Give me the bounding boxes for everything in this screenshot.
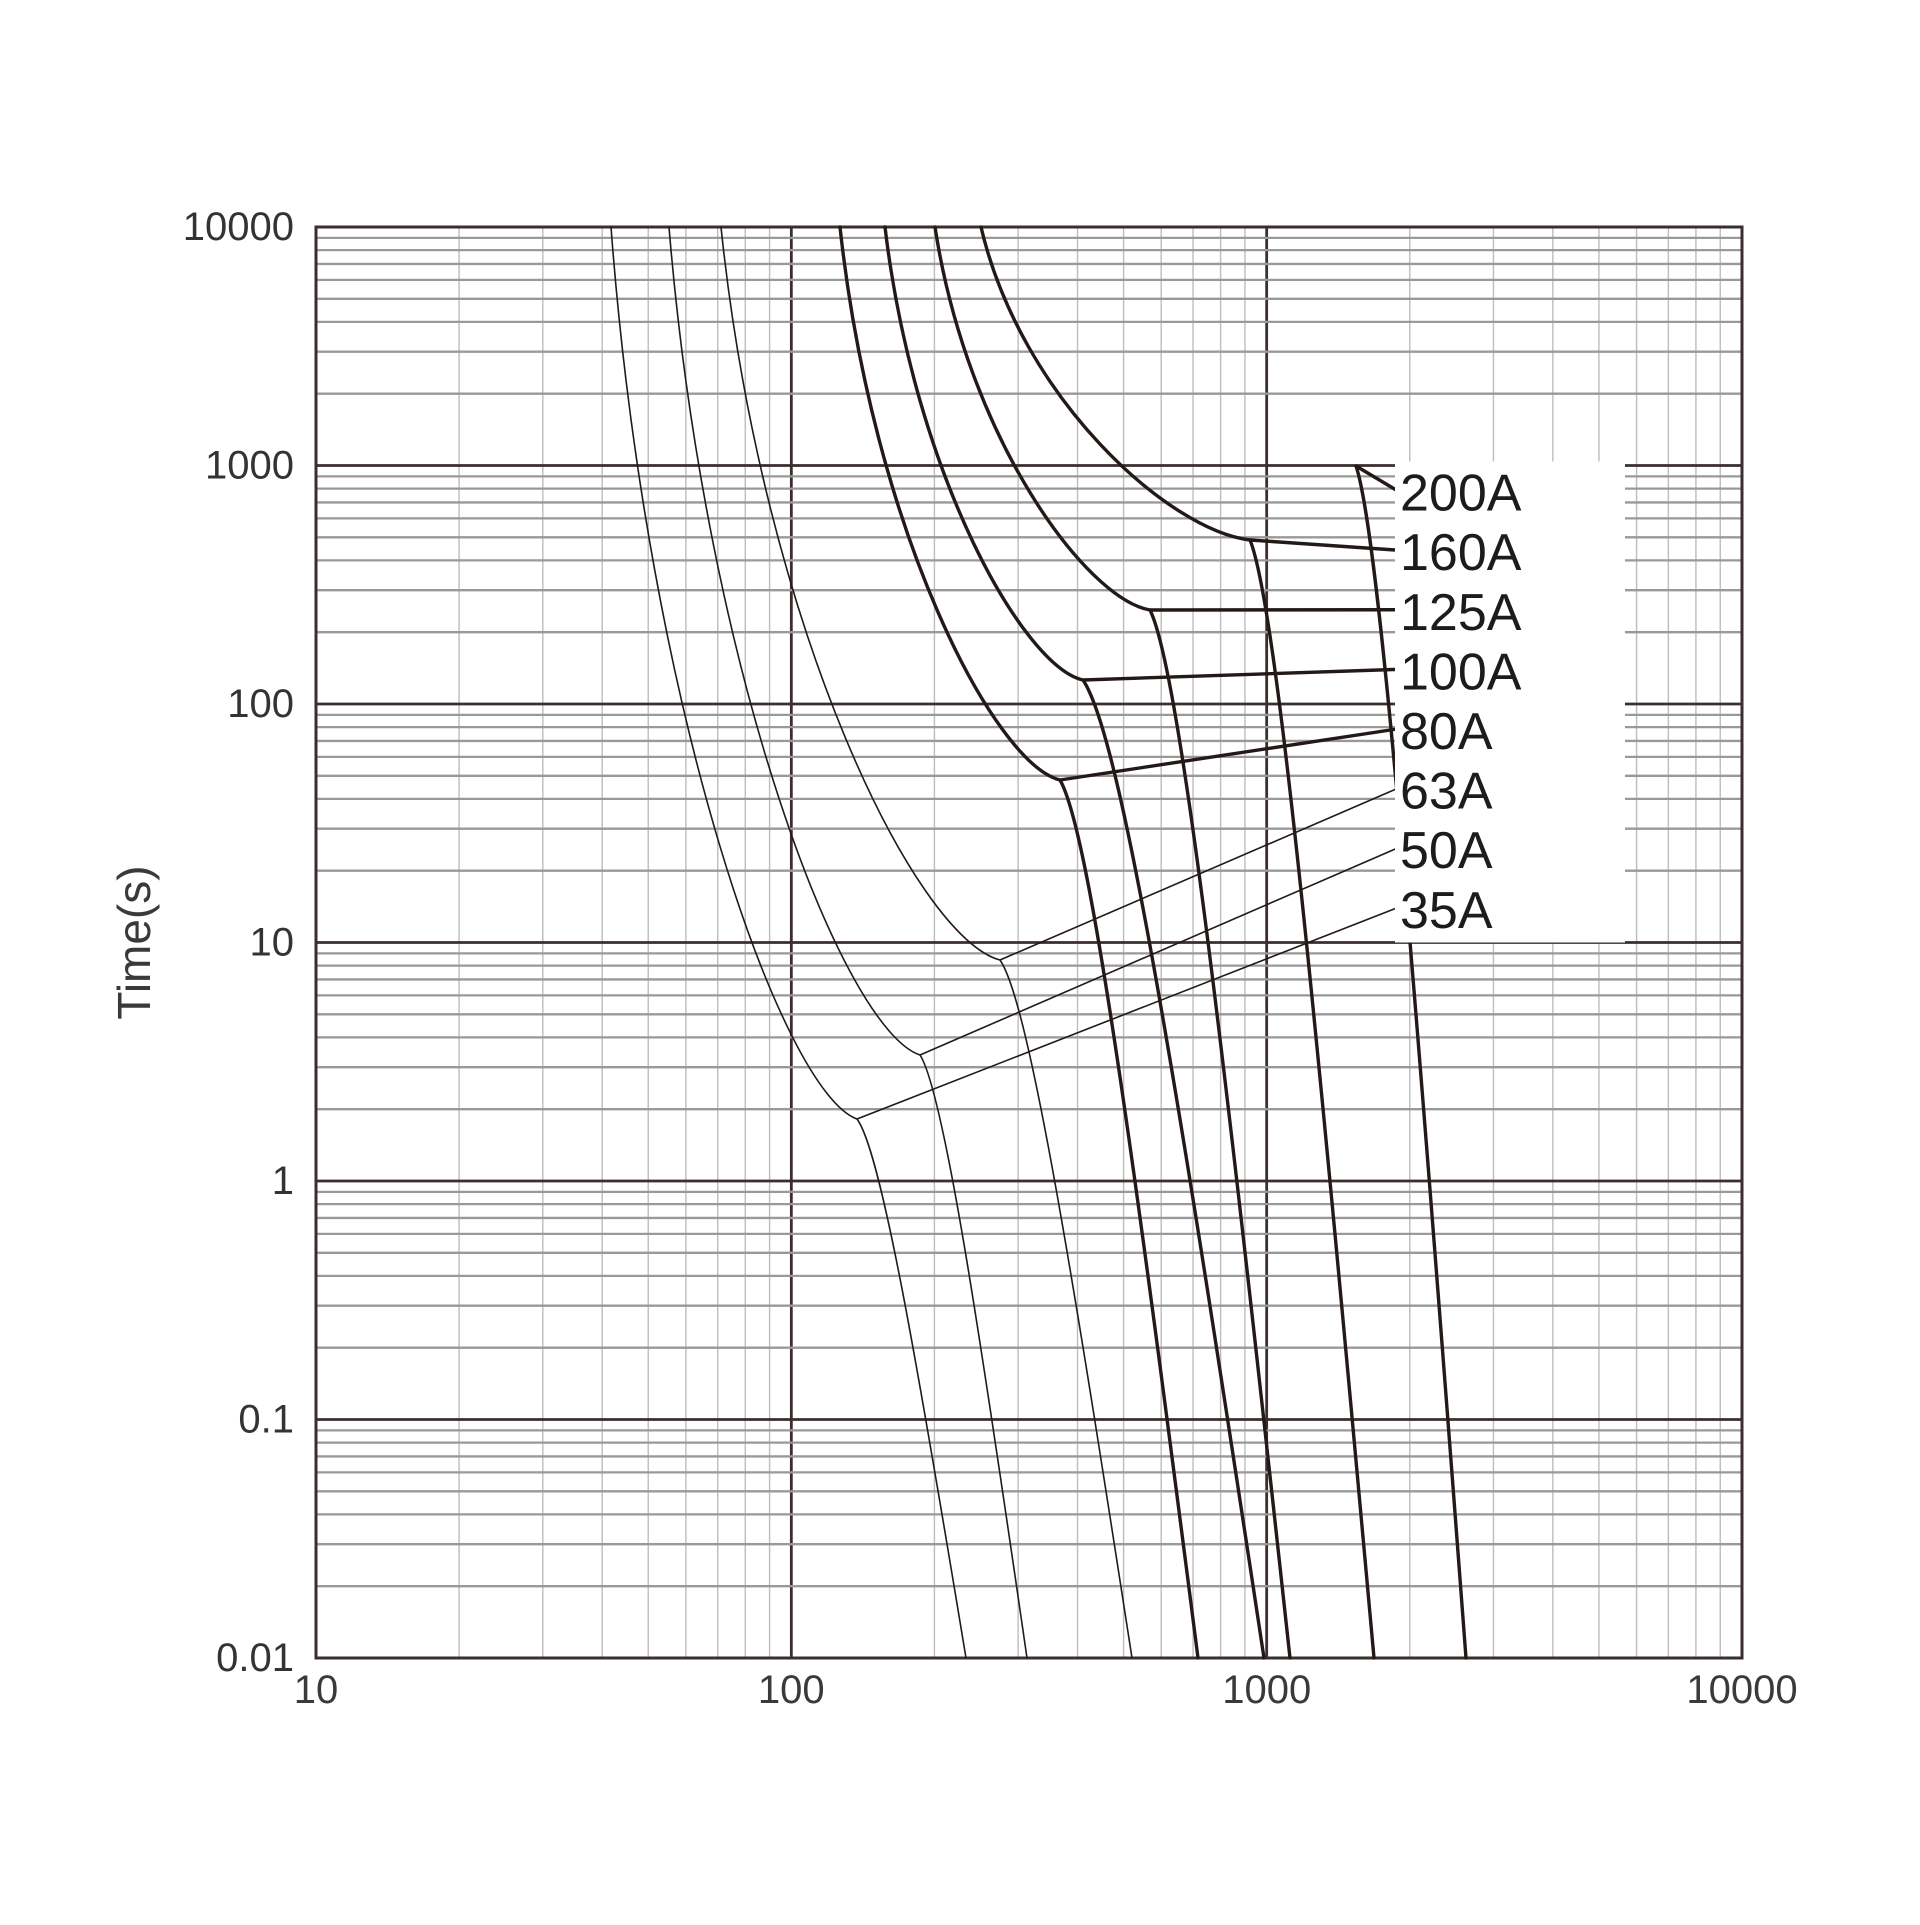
svg-text:100: 100	[758, 1668, 825, 1712]
svg-text:1000: 1000	[205, 444, 294, 488]
svg-text:10000: 10000	[1686, 1668, 1797, 1712]
svg-text:1000: 1000	[1222, 1668, 1311, 1712]
svg-text:80A: 80A	[1400, 703, 1493, 761]
svg-text:35A: 35A	[1400, 882, 1493, 940]
svg-text:10: 10	[294, 1668, 339, 1712]
svg-text:125A: 125A	[1400, 584, 1522, 642]
svg-text:Time(s): Time(s)	[108, 865, 160, 1019]
svg-text:1: 1	[272, 1159, 294, 1203]
svg-text:63A: 63A	[1400, 763, 1493, 821]
svg-text:50A: 50A	[1400, 822, 1493, 880]
svg-text:200A: 200A	[1400, 465, 1522, 523]
svg-text:0.1: 0.1	[238, 1398, 294, 1442]
svg-text:100A: 100A	[1400, 643, 1522, 701]
svg-text:10: 10	[250, 921, 295, 965]
svg-text:0.01: 0.01	[216, 1636, 294, 1680]
svg-text:100: 100	[227, 682, 294, 726]
svg-text:10000: 10000	[183, 205, 294, 249]
svg-text:160A: 160A	[1400, 524, 1522, 582]
